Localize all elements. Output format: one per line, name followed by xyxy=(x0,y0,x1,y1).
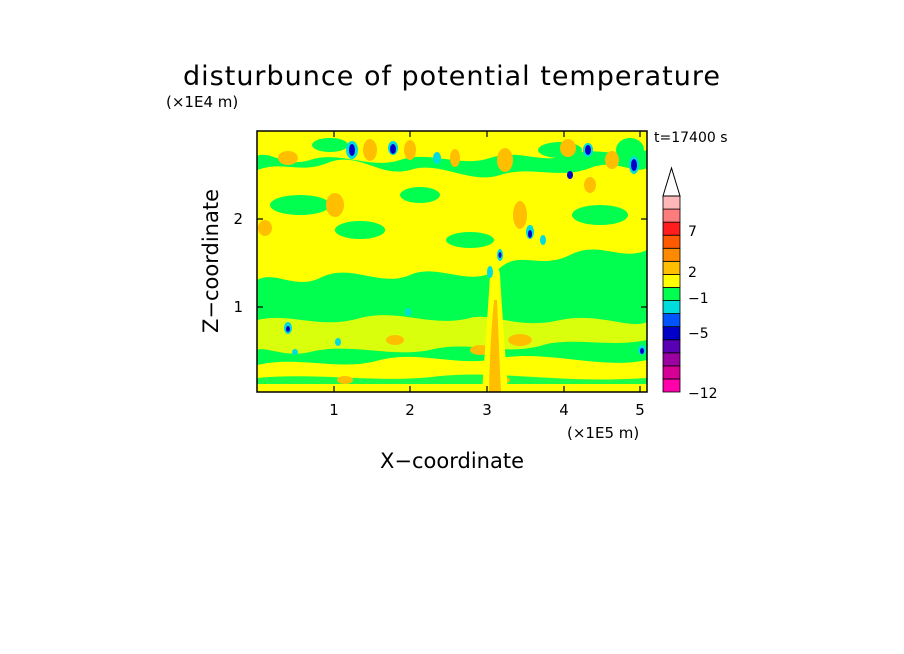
x-tick-label: 4 xyxy=(559,401,569,419)
x-tick-label: 5 xyxy=(635,401,645,419)
colorbar-swatch xyxy=(662,195,681,210)
y-axis xyxy=(257,218,647,308)
colorbar-swatch xyxy=(662,287,681,301)
x-axis-label: X−coordinate xyxy=(380,449,524,473)
colorbar-swatch xyxy=(662,313,681,328)
plot-field xyxy=(257,131,647,392)
colorbar-swatch xyxy=(662,365,681,380)
colorbar-swatch xyxy=(662,234,681,249)
colorbar-swatch xyxy=(662,326,681,341)
plot-frame xyxy=(256,130,648,393)
colorbar-label: −12 xyxy=(688,386,718,402)
x-tick-label: 1 xyxy=(329,401,339,419)
colorbar-swatch xyxy=(662,208,681,223)
x-tick-label: 2 xyxy=(405,401,415,419)
x-axis xyxy=(333,131,641,392)
y-tick-label: 1 xyxy=(233,298,243,316)
colorbar-extend-arrow xyxy=(662,166,681,197)
colorbar-swatch xyxy=(662,339,681,354)
y-unit-label: (×1E4 m) xyxy=(166,93,238,111)
colorbar-label: 2 xyxy=(688,265,697,281)
y-tick-label: 2 xyxy=(233,210,243,228)
colorbar-swatch xyxy=(662,247,681,262)
colorbar xyxy=(662,166,681,393)
chart-title: disturbunce of potential temperature xyxy=(183,61,721,92)
colorbar-swatch xyxy=(662,300,681,314)
y-axis-label: Z−coordinate xyxy=(199,189,223,333)
x-unit-label: (×1E5 m) xyxy=(567,424,639,442)
colorbar-swatch xyxy=(662,273,681,288)
colorbar-swatch xyxy=(662,260,681,275)
colorbar-swatch xyxy=(662,221,681,236)
colorbar-label: 7 xyxy=(688,224,697,240)
x-tick-label: 3 xyxy=(482,401,492,419)
time-label: t=17400 s xyxy=(654,130,728,146)
colorbar-swatch xyxy=(662,352,681,367)
colorbar-label: −5 xyxy=(688,326,709,342)
colorbar-swatch xyxy=(662,378,681,393)
colorbar-label: −1 xyxy=(688,291,709,307)
